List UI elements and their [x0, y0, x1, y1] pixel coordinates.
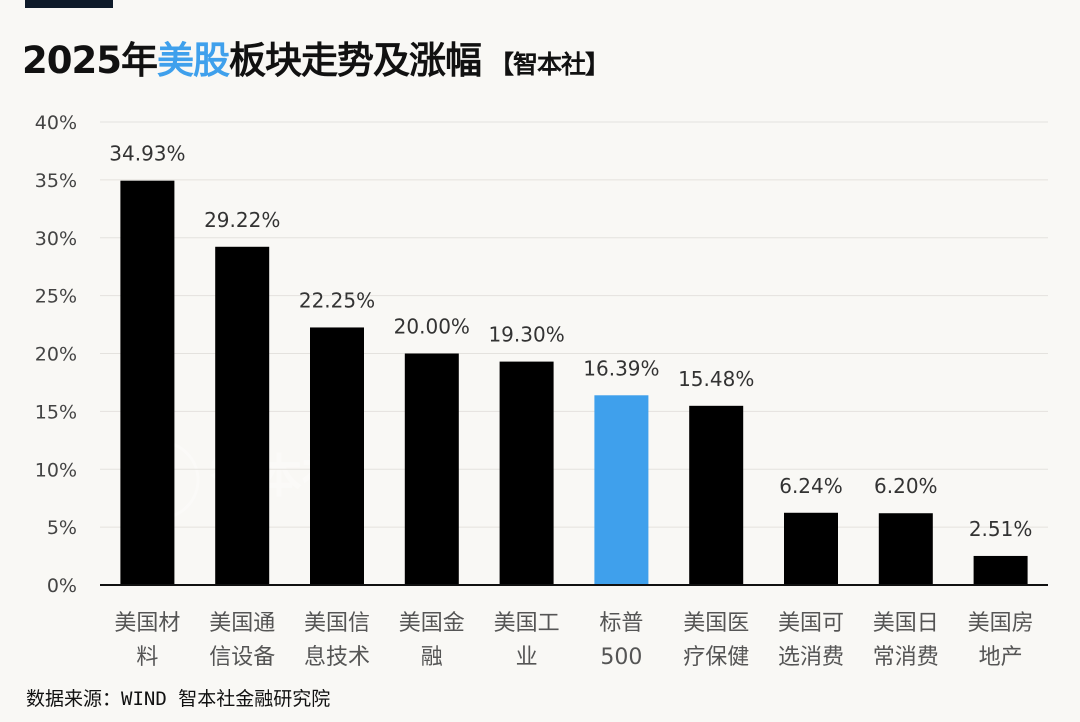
data-label: 2.51%	[969, 517, 1033, 541]
bar	[215, 246, 270, 585]
title-year: 2025年	[22, 39, 158, 82]
x-tick-label: 美国医	[683, 611, 749, 636]
data-label: 16.39%	[583, 356, 659, 380]
data-label: 6.24%	[779, 474, 843, 498]
bar	[310, 327, 364, 585]
x-tick-label: 选消费	[778, 645, 844, 670]
source-note: 数据来源：WIND 智本社金融研究院	[26, 688, 331, 710]
bar	[973, 555, 1028, 585]
x-tick-label: 美国可	[778, 611, 844, 636]
title-tag: 【智本社】	[488, 50, 610, 79]
data-label: 29.22%	[204, 208, 280, 232]
bar	[689, 405, 744, 585]
bar	[594, 395, 649, 585]
y-tick-label: 25%	[35, 286, 77, 308]
data-label: 15.48%	[678, 367, 754, 391]
x-tick-label: 美国通	[209, 611, 275, 636]
x-tick-label: 美国工	[494, 611, 560, 636]
data-label: 22.25%	[299, 288, 375, 312]
x-tick-label: 美国日	[873, 611, 939, 636]
x-tick-label: 息技术	[304, 645, 370, 670]
y-tick-label: 10%	[35, 459, 77, 481]
data-label: 34.93%	[109, 142, 185, 166]
x-tick-label: 标普	[599, 611, 643, 636]
x-tick-label: 业	[516, 645, 538, 670]
title-highlight: 美股	[156, 39, 230, 82]
page-title: 2025年美股板块走势及涨幅 【智本社】	[22, 30, 610, 84]
top-accent-bar	[25, 0, 113, 8]
bar	[499, 361, 554, 585]
y-tick-label: 35%	[35, 170, 77, 192]
x-tick-label: 美国信	[304, 611, 370, 636]
data-label: 6.20%	[874, 474, 938, 498]
x-tick-label: 常消费	[873, 645, 939, 670]
x-tick-label: 疗保健	[683, 645, 749, 670]
y-tick-label: 40%	[35, 112, 77, 134]
x-tick-label: 美国金	[399, 611, 465, 636]
bar	[784, 512, 838, 585]
bar	[120, 180, 175, 586]
x-tick-label: 融	[421, 645, 443, 670]
y-tick-label: 0%	[47, 575, 77, 597]
data-label: 19.30%	[488, 323, 564, 347]
x-tick-label: 信设备	[209, 645, 275, 670]
y-tick-label: 30%	[35, 228, 77, 250]
x-tick-label: 料	[136, 645, 158, 670]
y-tick-label: 20%	[35, 344, 77, 366]
x-tick-label: 美国房	[968, 611, 1034, 636]
bar	[878, 513, 933, 585]
data-label: 20.00%	[394, 315, 470, 339]
title-text: 板块走势及涨幅	[228, 39, 482, 82]
y-tick-label: 5%	[47, 517, 77, 539]
x-tick-label: 500	[600, 645, 642, 670]
x-tick-label: 地产	[979, 645, 1023, 670]
bar	[404, 353, 459, 585]
y-tick-label: 15%	[35, 401, 77, 423]
x-tick-label: 美国材	[114, 611, 180, 636]
